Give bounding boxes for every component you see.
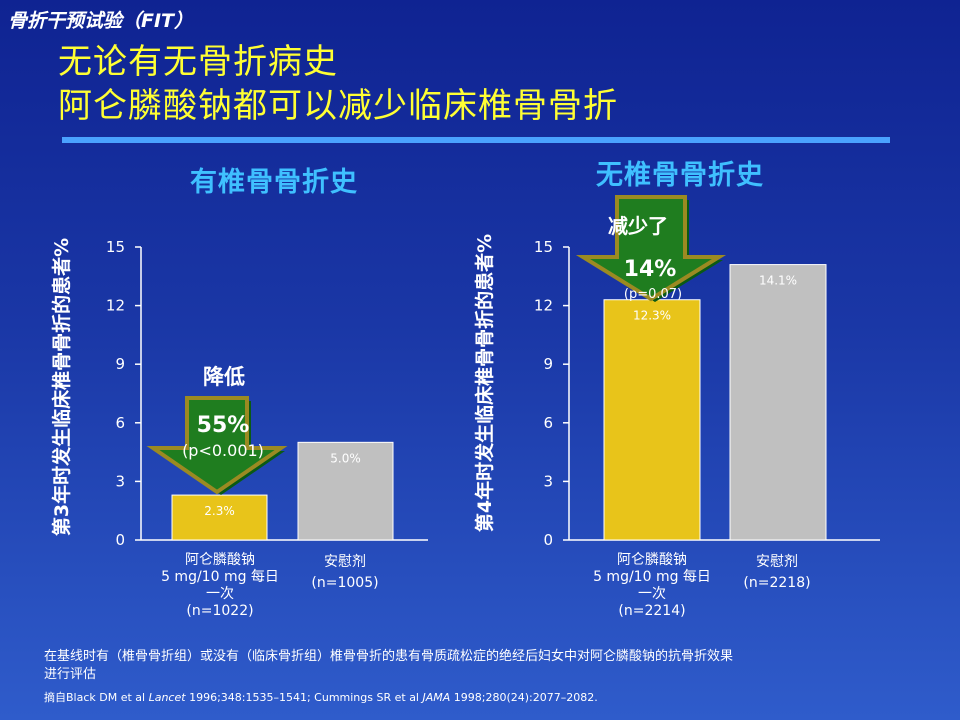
- category-line: 阿仑膦酸钠: [617, 552, 687, 568]
- category-line: (n=2218): [743, 575, 811, 591]
- left-category-drug: 阿仑膦酸钠 5 mg/10 mg 每日 一次 (n=1022): [150, 552, 290, 620]
- bar-value-label: 5.0%: [330, 451, 361, 465]
- right-category-drug: 阿仑膦酸钠 5 mg/10 mg 每日 一次 (n=2214): [582, 552, 722, 620]
- category-line: 5 mg/10 mg 每日: [593, 569, 711, 585]
- category-line: 5 mg/10 mg 每日: [161, 569, 279, 585]
- footnote-line2: 进行评估: [44, 667, 97, 682]
- p-value-label: (p=0.07): [624, 287, 682, 302]
- y-tick-label: 3: [543, 472, 553, 490]
- citation-journal: Lancet: [148, 691, 186, 704]
- citation-end: 1998;280(24):2077–2082.: [450, 691, 598, 704]
- bar-placebo: [297, 441, 394, 541]
- reduction-label: 减少了: [608, 214, 668, 238]
- bar-value-label: 14.1%: [759, 274, 797, 288]
- citation: 摘自Black DM et al Lancet 1996;348:1535–15…: [44, 689, 598, 705]
- bar-drug: [171, 494, 268, 541]
- y-tick-label: 9: [543, 355, 553, 373]
- y-tick-label: 15: [106, 238, 125, 256]
- y-tick-label: 6: [543, 414, 553, 432]
- y-tick-label: 6: [115, 414, 125, 432]
- bar-placebo: [729, 264, 827, 541]
- left-category-placebo: 安慰剂 (n=1005): [275, 552, 415, 594]
- bar-drug: [603, 299, 701, 541]
- footnote-line1: 在基线时有（椎骨骨折组）或没有（临床骨折组）椎骨骨折的患有骨质疏松症的绝经后妇女…: [44, 649, 734, 664]
- left-panel-title: 有椎骨骨折史: [190, 167, 358, 198]
- right-category-placebo: 安慰剂 (n=2218): [707, 552, 847, 594]
- y-tick-label: 15: [534, 238, 553, 256]
- bar-value-label: 12.3%: [633, 309, 671, 323]
- reduction-arrow: [146, 396, 288, 495]
- reduction-arrow: [575, 195, 727, 302]
- citation-middle: 1996;348:1535–1541; Cummings SR et al: [185, 691, 423, 704]
- right-panel-title: 无椎骨骨折史: [596, 160, 764, 191]
- y-tick-label: 9: [115, 355, 125, 373]
- slide-title-line1: 无论有无骨折病史: [58, 42, 338, 82]
- category-line: (n=2214): [618, 603, 686, 619]
- y-tick-label: 12: [106, 297, 125, 315]
- reduction-value: 14%: [624, 257, 677, 282]
- citation-prefix: 摘自Black DM et al: [44, 691, 149, 704]
- slide-title-line2: 阿仑膦酸钠都可以减少临床椎骨骨折: [58, 86, 618, 126]
- reduction-label: 降低: [203, 365, 245, 389]
- reduction-value: 55%: [197, 413, 250, 438]
- bar-value-label: 2.3%: [204, 504, 235, 518]
- category-line: 安慰剂: [324, 554, 366, 570]
- category-line: 阿仑膦酸钠: [185, 552, 255, 568]
- y-tick-label: 12: [534, 297, 553, 315]
- y-tick-label: 3: [115, 472, 125, 490]
- category-line: 一次: [638, 586, 666, 602]
- p-value-label: (p<0.001): [182, 441, 264, 460]
- category-line: 安慰剂: [756, 554, 798, 570]
- category-line: (n=1005): [311, 575, 379, 591]
- title-divider: [62, 137, 890, 143]
- citation-journal: JAMA: [422, 691, 451, 704]
- y-tick-label: 0: [543, 531, 553, 549]
- y-tick-label: 0: [115, 531, 125, 549]
- category-line: (n=1022): [186, 603, 254, 619]
- study-name: 骨折干预试验（FIT）: [8, 10, 194, 32]
- category-line: 一次: [206, 586, 234, 602]
